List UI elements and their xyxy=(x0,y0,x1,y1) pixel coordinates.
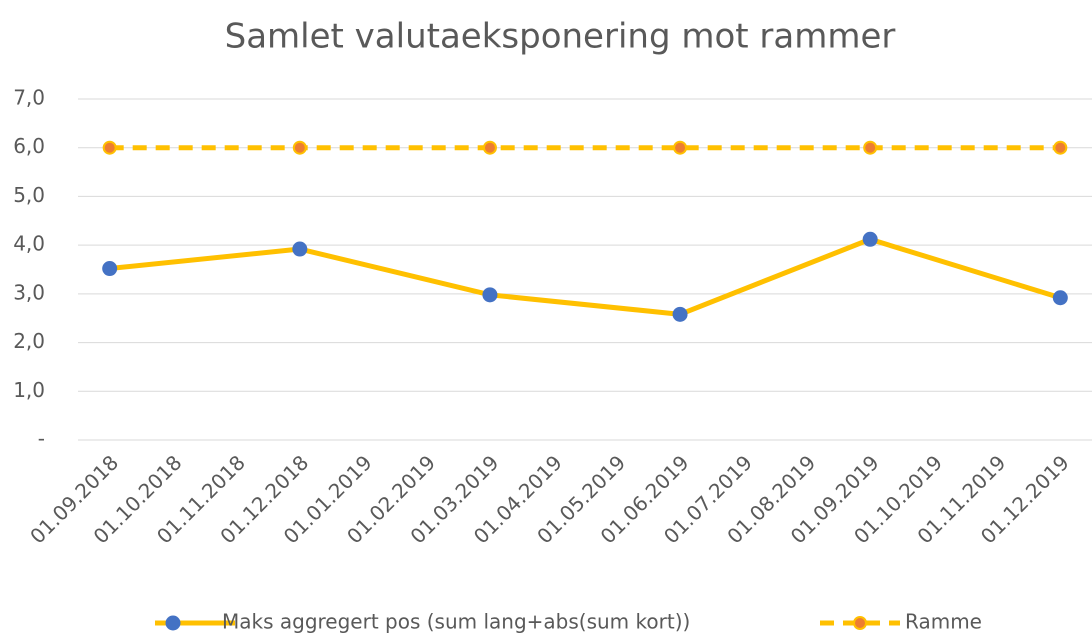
data-point xyxy=(672,306,688,322)
y-tick-label: 7,0 xyxy=(13,86,45,110)
legend-label: Ramme xyxy=(905,610,982,634)
legend-marker xyxy=(853,616,867,630)
data-point xyxy=(102,261,118,277)
chart-title: Samlet valutaeksponering mot rammer xyxy=(225,17,896,57)
data-point xyxy=(482,287,498,303)
data-point xyxy=(862,231,878,247)
data-point xyxy=(482,140,497,155)
y-tick-label: 5,0 xyxy=(13,183,45,207)
series-line xyxy=(109,236,1062,317)
y-tick-label: 4,0 xyxy=(13,232,45,256)
data-point xyxy=(863,140,878,155)
data-point xyxy=(292,241,308,257)
data-point xyxy=(1052,290,1068,306)
data-point xyxy=(102,140,117,155)
legend-marker xyxy=(165,615,181,631)
y-tick-label: 2,0 xyxy=(13,329,45,353)
y-tick-label: 6,0 xyxy=(13,134,45,158)
y-tick-label: 3,0 xyxy=(13,280,45,304)
y-tick-label: 1,0 xyxy=(13,378,45,402)
y-tick-label: - xyxy=(38,427,45,451)
data-point xyxy=(673,140,688,155)
data-point xyxy=(1053,140,1068,155)
data-point xyxy=(292,140,307,155)
legend-label: Maks aggregert pos (sum lang+abs(sum kor… xyxy=(222,610,690,634)
